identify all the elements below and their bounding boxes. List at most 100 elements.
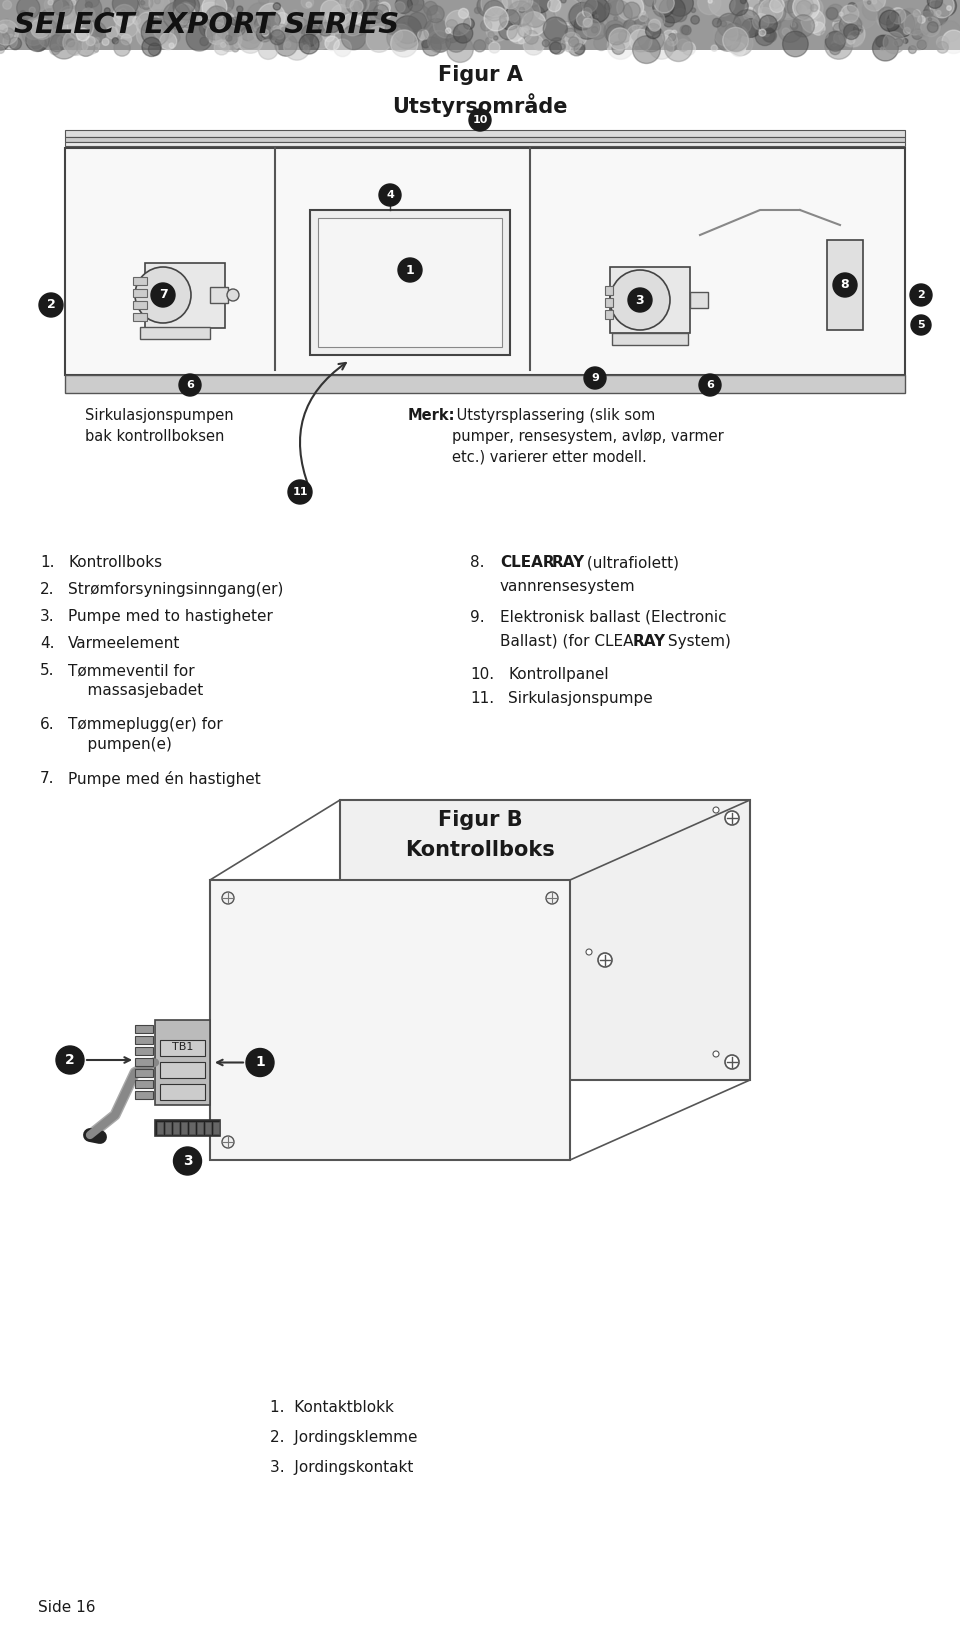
Circle shape [96, 38, 99, 41]
Circle shape [923, 10, 929, 16]
Circle shape [426, 10, 437, 21]
Circle shape [473, 39, 486, 52]
Circle shape [518, 38, 524, 44]
Circle shape [405, 5, 431, 31]
Text: 2: 2 [65, 1053, 75, 1066]
Circle shape [205, 21, 228, 44]
Bar [160, 1040, 205, 1057]
Circle shape [246, 13, 269, 36]
Circle shape [464, 18, 474, 29]
Circle shape [198, 2, 223, 28]
Circle shape [484, 0, 504, 21]
Circle shape [917, 39, 926, 49]
Circle shape [246, 1048, 274, 1076]
Circle shape [209, 7, 223, 20]
Text: Elektronisk ballast (Electronic: Elektronisk ballast (Electronic [500, 609, 727, 626]
Circle shape [418, 29, 428, 41]
Circle shape [384, 10, 391, 18]
Circle shape [66, 39, 75, 48]
Circle shape [872, 0, 876, 3]
Text: 5.: 5. [40, 663, 55, 678]
Circle shape [833, 31, 846, 44]
Circle shape [783, 0, 796, 13]
Circle shape [852, 29, 855, 34]
Circle shape [140, 0, 145, 5]
Circle shape [258, 39, 278, 59]
Circle shape [725, 23, 743, 41]
Circle shape [672, 29, 677, 34]
Circle shape [258, 0, 269, 5]
Circle shape [711, 2, 714, 5]
Circle shape [878, 7, 896, 25]
Circle shape [231, 44, 239, 52]
Circle shape [113, 5, 135, 26]
Bar [610, 267, 690, 333]
Text: 9: 9 [591, 373, 599, 383]
Circle shape [22, 23, 45, 46]
Circle shape [466, 25, 471, 31]
Text: Figur B: Figur B [438, 811, 522, 830]
Circle shape [139, 0, 153, 10]
Circle shape [132, 16, 140, 25]
Circle shape [126, 11, 136, 23]
Circle shape [387, 26, 402, 43]
Circle shape [886, 10, 901, 26]
Circle shape [782, 28, 790, 36]
Circle shape [531, 0, 550, 13]
Text: 10.: 10. [470, 667, 494, 681]
Circle shape [169, 43, 174, 48]
Circle shape [929, 0, 954, 18]
Circle shape [608, 33, 634, 59]
Circle shape [810, 5, 818, 11]
Circle shape [607, 0, 624, 15]
Circle shape [221, 43, 226, 48]
Circle shape [593, 36, 609, 51]
Circle shape [285, 41, 291, 48]
Circle shape [663, 16, 675, 26]
Text: 4: 4 [386, 190, 394, 200]
Circle shape [423, 2, 438, 15]
Circle shape [39, 8, 60, 29]
Circle shape [717, 13, 741, 38]
Circle shape [649, 20, 660, 31]
Circle shape [353, 0, 378, 16]
Circle shape [34, 10, 53, 29]
Circle shape [797, 0, 812, 16]
Circle shape [732, 11, 743, 21]
Text: 1.: 1. [40, 555, 55, 570]
Bar [135, 1070, 153, 1078]
Text: 11: 11 [292, 486, 308, 496]
Circle shape [518, 25, 531, 38]
Bar [135, 1047, 153, 1055]
Circle shape [204, 7, 227, 29]
Circle shape [62, 29, 88, 56]
Circle shape [436, 21, 446, 33]
Text: 3.: 3. [40, 609, 55, 624]
Bar [133, 313, 147, 321]
Bar [210, 880, 570, 1160]
Circle shape [564, 26, 587, 48]
Circle shape [918, 16, 925, 23]
Circle shape [275, 13, 299, 36]
Circle shape [542, 39, 549, 48]
Circle shape [481, 20, 492, 31]
Circle shape [5, 38, 9, 43]
Circle shape [826, 31, 845, 51]
Bar [605, 310, 613, 319]
Circle shape [121, 34, 132, 44]
Circle shape [324, 11, 347, 34]
Circle shape [149, 0, 169, 13]
Circle shape [477, 0, 499, 16]
Circle shape [616, 0, 643, 21]
Circle shape [9, 38, 21, 49]
Text: System): System) [663, 634, 731, 649]
Circle shape [508, 0, 533, 25]
Circle shape [507, 16, 533, 44]
Circle shape [216, 25, 242, 51]
Circle shape [396, 0, 413, 13]
Circle shape [44, 0, 62, 13]
Text: Kontrollpanel: Kontrollpanel [508, 667, 609, 681]
Circle shape [148, 16, 161, 31]
Circle shape [534, 39, 545, 51]
Circle shape [366, 26, 392, 52]
